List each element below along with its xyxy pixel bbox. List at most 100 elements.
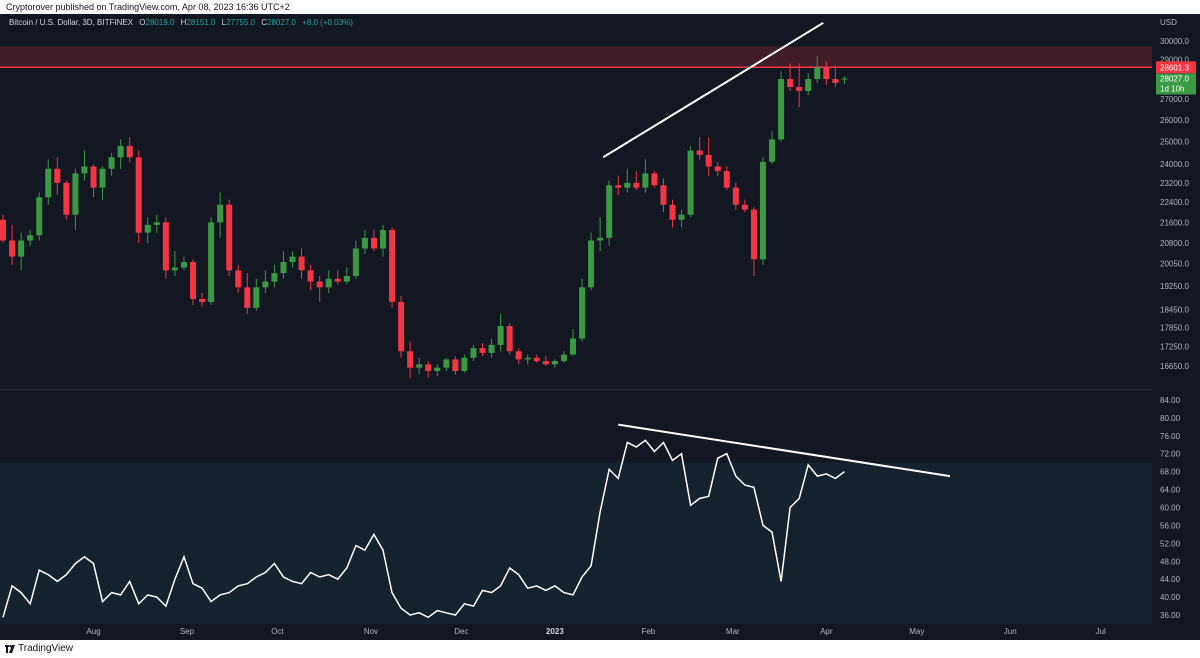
- candle-body: [732, 187, 739, 205]
- candle-body: [769, 139, 776, 162]
- candle-body: [506, 326, 513, 352]
- footer-brand: TradingView: [18, 643, 74, 654]
- candle-76: [687, 146, 694, 218]
- candle-44: [398, 296, 405, 358]
- candle-body: [108, 157, 115, 169]
- candle-body: [398, 301, 405, 352]
- candle-body: [651, 173, 658, 186]
- candle-body: [823, 67, 830, 80]
- last-price-tag: [1156, 73, 1196, 95]
- candle-2: [18, 232, 25, 271]
- candle-body: [787, 79, 794, 87]
- candle-30: [271, 264, 278, 288]
- candle-body: [54, 168, 61, 183]
- candle-body: [325, 278, 332, 288]
- price-tick-label: 24000.0: [1160, 160, 1189, 169]
- candle-body: [352, 248, 359, 276]
- price-pane[interactable]: [0, 21, 1152, 390]
- candle-7: [63, 180, 70, 220]
- candle-body: [633, 182, 640, 188]
- candle-body: [389, 230, 396, 302]
- rsi-tick-label: 64.00: [1160, 486, 1181, 495]
- candle-body: [298, 256, 305, 271]
- time-tick-label: Oct: [271, 627, 284, 636]
- candle-81: [732, 182, 739, 210]
- candle-65: [588, 232, 595, 291]
- candle-52: [470, 344, 477, 362]
- price-tick-label: 22400.0: [1160, 198, 1189, 207]
- price-axis[interactable]: USD 30000.0 29000.0 27000.0 26000.0 25000.0 24…: [1156, 18, 1196, 620]
- price-tick-label: 23200.0: [1160, 179, 1189, 188]
- time-axis[interactable]: Aug Sep Oct Nov Dec 2023 Feb Mar Apr May Jun Jul: [86, 627, 1106, 636]
- candle-1: [9, 224, 16, 265]
- candle-body: [280, 262, 287, 274]
- candle-14: [126, 137, 133, 162]
- candle-74: [669, 199, 676, 228]
- candle-23: [208, 217, 215, 305]
- rsi-tick-label: 72.00: [1160, 450, 1181, 459]
- candle-5: [45, 159, 52, 205]
- rsi-trendline: [618, 423, 951, 478]
- rsi-tick-label: 56.00: [1160, 521, 1181, 530]
- candle-20: [180, 256, 187, 271]
- price-tick-label: 30000.0: [1160, 37, 1189, 46]
- legend-symbol: Bitcoin / U.S. Dollar, 3D, BITFINEX O280…: [9, 18, 353, 27]
- candle-9: [81, 150, 88, 181]
- candle-body: [135, 157, 142, 233]
- candle-63: [569, 329, 576, 357]
- candle-68: [615, 175, 622, 195]
- candle-body: [524, 357, 531, 360]
- candle-42: [379, 224, 386, 257]
- rsi-tick-label: 36.00: [1160, 611, 1181, 620]
- price-tick-label: 21600.0: [1160, 218, 1189, 227]
- rsi-tick-label: 44.00: [1160, 575, 1181, 584]
- candle-body: [750, 209, 757, 260]
- candle-33: [298, 248, 305, 279]
- countdown-label: 1d 10h: [1160, 84, 1184, 93]
- candle-35: [316, 275, 323, 302]
- candle-body: [199, 298, 206, 302]
- candle-62: [560, 351, 567, 363]
- candle-body: [569, 338, 576, 355]
- price-tick-label: 17850.0: [1160, 324, 1189, 333]
- candle-body: [723, 171, 730, 188]
- candle-67: [606, 180, 613, 246]
- candle-18: [162, 217, 169, 279]
- last-price-label: 28027.0: [1160, 74, 1189, 83]
- candle-66: [597, 217, 604, 252]
- candle-11: [99, 166, 106, 200]
- price-tick-label: 19250.0: [1160, 282, 1189, 291]
- currency-label: USD: [1160, 18, 1177, 27]
- chart-area[interactable]: USD 30000.0 29000.0 27000.0 26000.0 25000.0 24…: [0, 14, 1200, 640]
- candle-50: [452, 356, 459, 375]
- candle-10: [90, 164, 97, 198]
- candle-24: [217, 192, 224, 238]
- candle-25: [226, 199, 233, 276]
- candle-45: [407, 341, 414, 378]
- candle-15: [135, 150, 142, 244]
- candle-body: [370, 237, 377, 249]
- candle-91: [823, 61, 830, 85]
- rsi-pane[interactable]: [0, 423, 1152, 624]
- candle-body: [461, 357, 468, 372]
- candle-0: [0, 214, 7, 244]
- candle-77: [696, 137, 703, 160]
- candle-body: [90, 166, 97, 188]
- candle-body: [407, 351, 414, 368]
- candle-body: [81, 166, 88, 174]
- rsi-tick-label: 60.00: [1160, 504, 1181, 513]
- rsi-tick-label: 52.00: [1160, 539, 1181, 548]
- candle-body: [588, 240, 595, 288]
- candle-80: [723, 166, 730, 191]
- candle-body: [497, 326, 504, 345]
- candle-body: [289, 256, 296, 263]
- candle-body: [814, 67, 821, 80]
- candle-body: [162, 222, 169, 271]
- price-tick-label: 20800.0: [1160, 239, 1189, 248]
- time-tick-label: 2023: [546, 627, 564, 636]
- candle-41: [370, 230, 377, 252]
- candle-body: [180, 262, 187, 268]
- candle-59: [533, 354, 540, 363]
- candle-28: [253, 278, 260, 311]
- candle-body: [9, 240, 16, 257]
